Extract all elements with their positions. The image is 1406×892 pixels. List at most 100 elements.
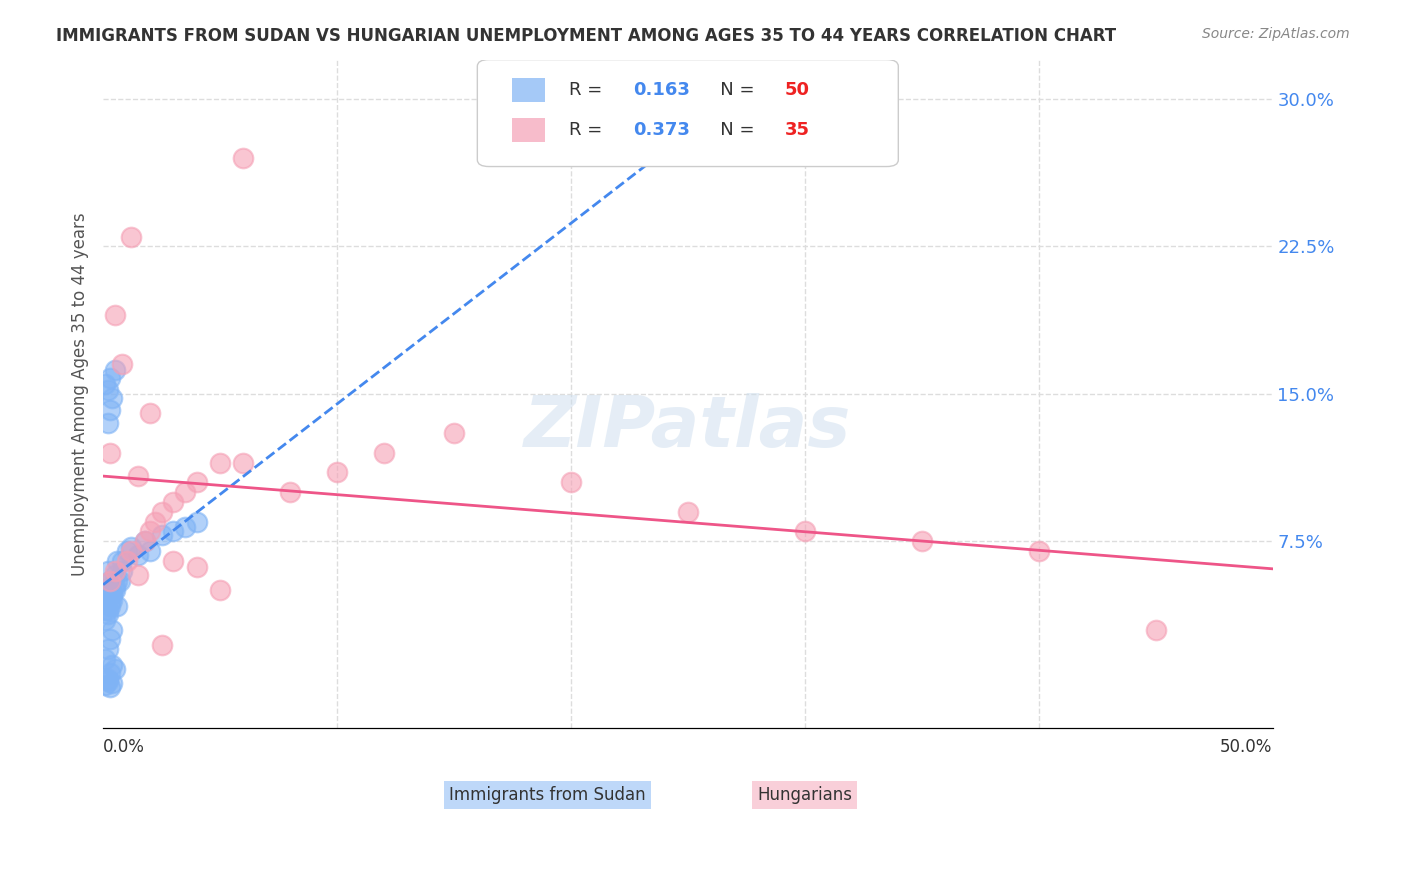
Point <box>150 528 173 542</box>
Point <box>134 534 156 549</box>
FancyBboxPatch shape <box>512 118 546 142</box>
Point <box>104 662 127 676</box>
Point <box>97 583 120 598</box>
Point <box>97 383 120 397</box>
Point <box>150 639 173 653</box>
Point <box>98 680 121 694</box>
Point <box>97 672 120 686</box>
Point <box>232 456 254 470</box>
Point <box>105 554 128 568</box>
Point <box>101 391 124 405</box>
Text: 0.0%: 0.0% <box>103 738 145 756</box>
Point <box>209 456 232 470</box>
Point <box>143 515 166 529</box>
Point <box>97 603 120 617</box>
Point <box>209 583 232 598</box>
Point <box>94 603 117 617</box>
Point <box>911 534 934 549</box>
Point <box>162 554 184 568</box>
Text: 50.0%: 50.0% <box>1220 738 1272 756</box>
Point <box>98 632 121 647</box>
Point <box>115 554 138 568</box>
Point <box>97 673 120 688</box>
Point <box>104 579 127 593</box>
Text: 35: 35 <box>785 120 810 139</box>
Point <box>101 587 124 601</box>
Point <box>134 534 156 549</box>
Point <box>1144 623 1167 637</box>
Point <box>104 308 127 322</box>
Point <box>560 475 582 490</box>
Point <box>98 446 121 460</box>
Point <box>104 564 127 578</box>
Point <box>97 642 120 657</box>
Point <box>174 520 197 534</box>
Point <box>676 505 699 519</box>
Point <box>232 151 254 165</box>
Point <box>108 574 131 588</box>
Point <box>94 376 117 391</box>
Text: N =: N = <box>703 80 761 99</box>
Point <box>101 658 124 673</box>
Point <box>162 524 184 539</box>
Text: Immigrants from Sudan: Immigrants from Sudan <box>449 786 645 804</box>
Point <box>98 574 121 588</box>
Point <box>101 587 124 601</box>
Point <box>443 426 465 441</box>
Point <box>94 613 117 627</box>
Point <box>174 485 197 500</box>
Text: 0.373: 0.373 <box>633 120 690 139</box>
Y-axis label: Unemployment Among Ages 35 to 44 years: Unemployment Among Ages 35 to 44 years <box>72 212 89 575</box>
Point <box>101 593 124 607</box>
Point <box>120 229 142 244</box>
Point <box>98 371 121 385</box>
Point <box>98 402 121 417</box>
Point <box>186 475 208 490</box>
Point <box>120 540 142 554</box>
Point <box>101 623 124 637</box>
Point <box>162 495 184 509</box>
Point <box>127 469 149 483</box>
Point <box>98 574 121 588</box>
Point <box>97 417 120 431</box>
Point <box>104 363 127 377</box>
Point <box>94 678 117 692</box>
Point <box>278 485 301 500</box>
Point <box>186 559 208 574</box>
Point <box>1028 544 1050 558</box>
Point <box>104 567 127 582</box>
Text: R =: R = <box>568 80 607 99</box>
Point <box>94 652 117 666</box>
Point <box>98 595 121 609</box>
Point <box>98 665 121 680</box>
Point <box>115 544 138 558</box>
FancyBboxPatch shape <box>512 78 546 102</box>
Text: R =: R = <box>568 120 607 139</box>
Point <box>105 574 128 588</box>
Text: Source: ZipAtlas.com: Source: ZipAtlas.com <box>1202 27 1350 41</box>
Text: N =: N = <box>703 120 761 139</box>
Text: 0.163: 0.163 <box>633 80 690 99</box>
Text: Hungarians: Hungarians <box>758 786 852 804</box>
Text: 50: 50 <box>785 80 810 99</box>
Text: IMMIGRANTS FROM SUDAN VS HUNGARIAN UNEMPLOYMENT AMONG AGES 35 TO 44 YEARS CORREL: IMMIGRANTS FROM SUDAN VS HUNGARIAN UNEMP… <box>56 27 1116 45</box>
Point <box>186 515 208 529</box>
Point <box>98 599 121 613</box>
Point <box>127 548 149 562</box>
Point <box>101 675 124 690</box>
Point <box>139 544 162 558</box>
Point <box>139 524 162 539</box>
Point <box>111 357 134 371</box>
Point <box>98 583 121 598</box>
Point <box>373 446 395 460</box>
Point <box>104 583 127 598</box>
Point <box>97 607 120 621</box>
Text: ZIPatlas: ZIPatlas <box>524 392 852 462</box>
Point <box>111 554 134 568</box>
FancyBboxPatch shape <box>477 60 898 167</box>
Point <box>97 564 120 578</box>
Point <box>793 524 815 539</box>
Point <box>139 406 162 420</box>
Point <box>111 564 134 578</box>
Point <box>105 599 128 613</box>
